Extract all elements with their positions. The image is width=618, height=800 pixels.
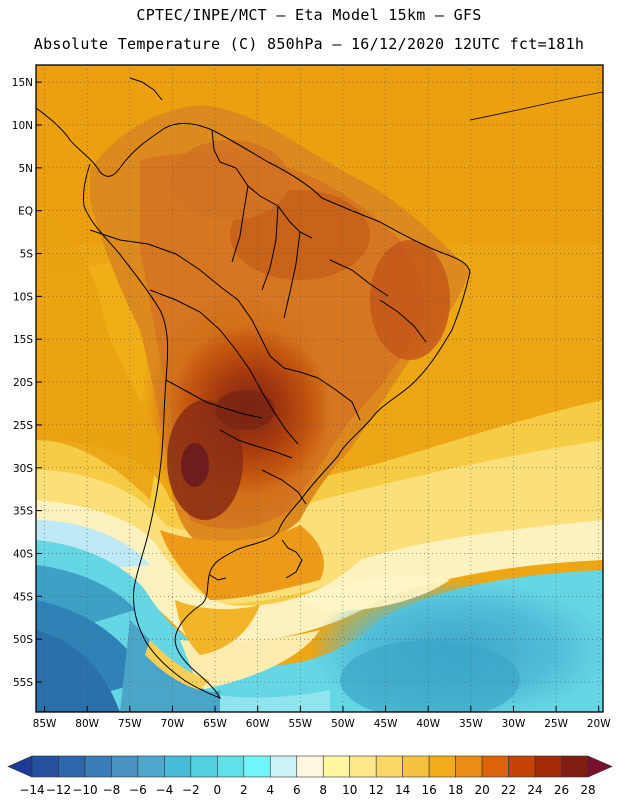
lat-lon-grid <box>36 65 603 712</box>
colorbar-label: −14 <box>19 783 44 797</box>
longitude-axis: 85W 80W 75W 70W 65W 60W 55W 50W 45W 40W 35W 30W 25W 2… <box>33 706 611 730</box>
colorbar-swatch <box>190 755 218 778</box>
colorbar-label: 28 <box>580 783 595 797</box>
colorbar-swatch <box>402 755 430 778</box>
colorbar-label: 24 <box>527 783 542 797</box>
colorbar-label: 18 <box>448 783 463 797</box>
lat-tick-label: 40S <box>13 548 33 560</box>
lat-tick-label: 10N <box>12 120 33 132</box>
lon-tick-label: 50W <box>331 718 355 730</box>
colorbar-swatch <box>534 755 562 778</box>
lon-tick-label: 45W <box>374 718 398 730</box>
colorbar-swatch <box>269 755 298 778</box>
lon-tick-label: 35W <box>459 718 483 730</box>
colorbar-swatch <box>375 755 403 778</box>
colorbar-swatch <box>508 755 536 778</box>
colorbar-label: −12 <box>46 783 71 797</box>
colorbar-swatch <box>428 755 456 778</box>
colorbar-swatch <box>31 755 59 778</box>
lon-tick-label: 55W <box>288 718 312 730</box>
lon-tick-label: 25W <box>544 718 568 730</box>
colorbar-swatch <box>164 755 192 778</box>
colorbar-arrow-high <box>587 755 613 778</box>
colorbar-label: 8 <box>319 783 327 797</box>
colorbar-label: −6 <box>129 783 147 797</box>
colorbar-swatch <box>84 755 112 778</box>
colorbar-label: −10 <box>72 783 97 797</box>
colorbar-swatch <box>137 755 165 778</box>
colorbar-label: 10 <box>342 783 357 797</box>
lat-tick-label: 55S <box>13 677 33 689</box>
colorbar-label: 20 <box>474 783 489 797</box>
colorbar-swatch <box>481 755 509 778</box>
lat-tick-label: 15N <box>12 77 33 89</box>
latitude-axis: 15N 10N 5N EQ 5S 10S 15S 20S 25S 30S 35S 40S 45S 50S 5… <box>12 77 42 689</box>
colorbar-label: −2 <box>182 783 200 797</box>
lat-tick-label: EQ <box>18 206 33 218</box>
colorbar-label: 2 <box>240 783 248 797</box>
colorbar-label: 0 <box>214 783 222 797</box>
colorbar-swatch <box>243 755 271 778</box>
lon-tick-label: 70W <box>161 718 185 730</box>
colorbar-label: 22 <box>501 783 516 797</box>
colorbar-swatch <box>58 755 86 778</box>
colorbar-swatch <box>455 755 483 778</box>
lon-tick-label: 75W <box>118 718 142 730</box>
lon-tick-label: 40W <box>416 718 440 730</box>
lon-tick-label: 85W <box>33 718 57 730</box>
lon-tick-label: 30W <box>502 718 526 730</box>
colorbar-label: −4 <box>156 783 174 797</box>
lat-tick-label: 15S <box>13 334 33 346</box>
colorbar-label: 16 <box>422 783 437 797</box>
lat-tick-label: 5S <box>20 249 34 261</box>
colorbar: −14 −12 −10 −8 −6 −4 −2 0 2 4 6 8 10 12 14 16 18 20 22 24 26… <box>7 755 613 797</box>
coastlines-and-borders <box>36 77 603 699</box>
lat-tick-label: 45S <box>13 591 33 603</box>
title-line-2: Absolute Temperature (C) 850hPa – 16/12/… <box>33 35 585 53</box>
title-line-1: CPTEC/INPE/MCT – Eta Model 15km – GFS <box>136 6 482 24</box>
lon-tick-label: 80W <box>75 718 99 730</box>
lat-tick-label: 5N <box>18 163 33 175</box>
lon-tick-label: 60W <box>246 718 270 730</box>
lon-tick-label: 65W <box>203 718 227 730</box>
temperature-field <box>36 65 603 712</box>
lat-tick-label: 35S <box>13 506 33 518</box>
colorbar-label: 12 <box>369 783 384 797</box>
colorbar-swatch <box>322 755 351 778</box>
lat-tick-label: 10S <box>13 291 33 303</box>
colorbar-swatch <box>349 755 377 778</box>
colorbar-label: −8 <box>103 783 121 797</box>
colorbar-swatch <box>561 755 589 778</box>
colorbar-label: 4 <box>266 783 274 797</box>
lat-tick-label: 25S <box>13 420 33 432</box>
colorbar-swatch <box>111 755 139 778</box>
lat-tick-label: 50S <box>13 634 33 646</box>
colorbar-label: 6 <box>293 783 301 797</box>
colorbar-label: 26 <box>554 783 569 797</box>
lat-tick-label: 30S <box>13 463 33 475</box>
colorbar-label: 14 <box>395 783 410 797</box>
colorbar-swatch <box>217 755 245 778</box>
colorbar-swatch <box>296 755 324 778</box>
lon-tick-label: 20W <box>587 718 611 730</box>
map-frame <box>35 64 604 713</box>
colorbar-arrow-low <box>7 755 33 778</box>
lat-tick-label: 20S <box>13 377 33 389</box>
